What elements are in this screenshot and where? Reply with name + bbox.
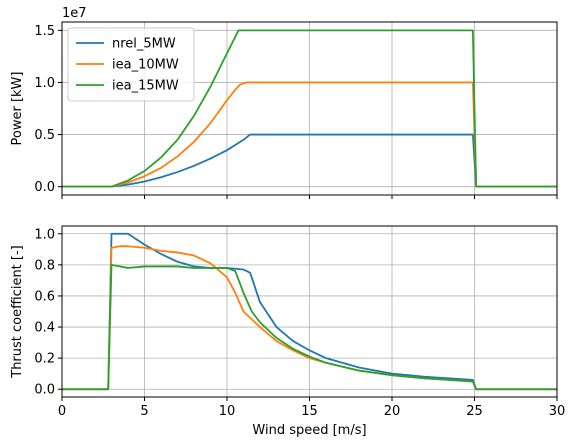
x-tick-label: 0 (58, 404, 66, 419)
legend-label-nrel_5MW: nrel_5MW (112, 37, 176, 52)
x-tick-label: 15 (301, 404, 318, 419)
series-group (62, 232, 557, 391)
y-tick-label: 0.2 (34, 352, 55, 367)
y-tick-label: 0.5 (34, 128, 55, 143)
legend-label-iea_10MW: iea_10MW (112, 58, 179, 73)
legend-frame (67, 27, 195, 102)
y-axis-label: Power [kW] (10, 72, 25, 146)
y-tick-label: 0.6 (34, 289, 55, 304)
series-line-nrel_5MW (62, 133, 557, 188)
x-tick-label: 25 (466, 404, 483, 419)
y-tick-label: 1.0 (34, 76, 55, 91)
x-tick-label: 20 (384, 404, 401, 419)
series-line-nrel_5MW (62, 232, 557, 391)
series-line-iea_15MW (62, 29, 557, 188)
y-axis-label: Thrust coefficient [-] (10, 245, 25, 379)
y-tick-label: 0.8 (34, 258, 55, 273)
legend: nrel_5MW iea_10MW iea_15MW (67, 27, 195, 102)
x-tick-label: 10 (219, 404, 236, 419)
series-line-iea_15MW (62, 263, 557, 391)
x-tick-label: 30 (549, 404, 566, 419)
y-tick-label: 0.0 (34, 180, 55, 195)
y-tick-label: 1.0 (34, 227, 55, 242)
x-axis-label: Wind speed [m/s] (252, 423, 366, 438)
thrust-coefficient-panel: 0 5 10 15 20 25 30 0.0 0.2 0.4 0.6 0.8 1.0 Thrust coe… (10, 225, 566, 438)
y-tick-label: 1.5 (34, 24, 55, 39)
y-tick-label: 0.0 (34, 383, 55, 398)
y-offset-label: 1e7 (62, 6, 87, 21)
x-tick-label: 5 (140, 404, 148, 419)
series-group (62, 29, 557, 188)
series-line-iea_10MW (62, 81, 557, 188)
y-tick-label: 0.4 (34, 321, 55, 336)
legend-label-iea_15MW: iea_15MW (112, 79, 179, 94)
power-curve-panel: 0.0 0.5 1.0 1.5 Power [kW] 1e7 nrel_5MW iea_10M… (10, 6, 558, 199)
